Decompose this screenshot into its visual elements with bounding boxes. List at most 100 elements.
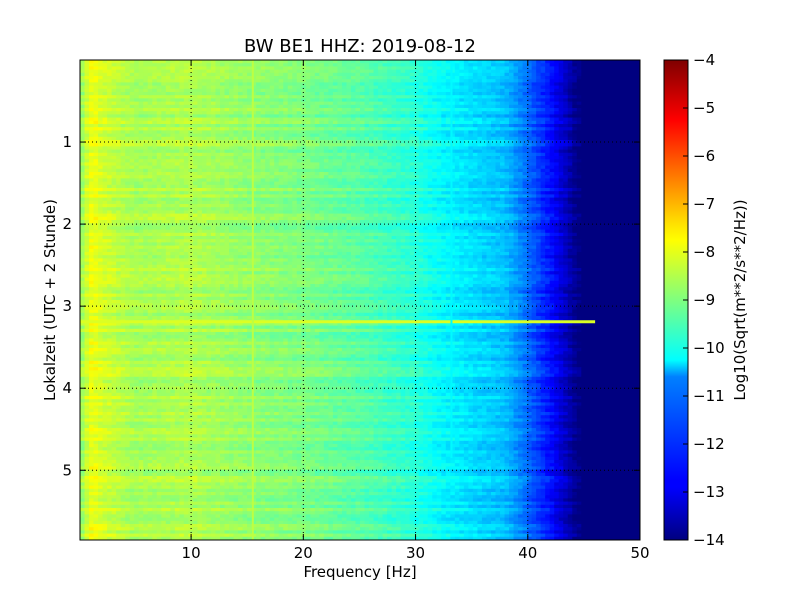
heatmap-cell xyxy=(427,85,433,90)
heatmap-cell xyxy=(328,98,334,103)
heatmap-cell xyxy=(215,117,221,122)
heatmap-cell xyxy=(256,114,262,119)
heatmap-cell xyxy=(391,95,397,99)
heatmap-cell xyxy=(102,117,108,122)
heatmap-cell xyxy=(599,69,605,74)
heatmap-cell xyxy=(319,108,325,112)
heatmap-cell xyxy=(621,63,628,67)
heatmap-cell xyxy=(500,92,506,96)
heatmap-cell xyxy=(490,111,497,115)
heatmap-cell xyxy=(468,117,474,122)
heatmap-cell xyxy=(558,111,564,115)
heatmap-cell xyxy=(278,114,284,119)
heatmap-cell xyxy=(445,69,451,74)
heatmap-cell xyxy=(558,117,564,122)
heatmap-cell xyxy=(518,76,524,80)
heatmap-cell xyxy=(201,60,208,64)
heatmap-cell xyxy=(201,88,208,93)
heatmap-cell xyxy=(89,101,95,106)
heatmap-cell xyxy=(328,117,334,122)
heatmap-cell xyxy=(337,117,343,122)
heatmap-cell xyxy=(350,82,357,87)
heatmap-cell xyxy=(459,79,465,83)
heatmap-cell xyxy=(612,60,619,64)
heatmap-cell xyxy=(540,60,546,64)
heatmap-cell xyxy=(301,76,307,80)
heatmap-cell xyxy=(84,88,90,93)
heatmap-cell xyxy=(179,72,185,77)
heatmap-cell xyxy=(233,95,239,99)
heatmap-cell xyxy=(188,88,194,93)
heatmap-cell xyxy=(486,82,492,87)
heatmap-cell xyxy=(152,76,158,80)
heatmap-cell xyxy=(603,60,609,64)
heatmap-cell xyxy=(445,85,451,90)
heatmap-cell xyxy=(630,76,637,80)
heatmap-cell xyxy=(427,104,433,109)
heatmap-cell xyxy=(355,60,361,64)
heatmap-cell xyxy=(617,60,623,64)
heatmap-cell xyxy=(432,92,438,96)
heatmap-cell xyxy=(405,85,411,90)
heatmap-cell xyxy=(328,111,334,115)
heatmap-cell xyxy=(247,79,253,83)
heatmap-cell xyxy=(472,120,479,125)
heatmap-cell xyxy=(509,69,515,74)
heatmap-cell xyxy=(283,95,289,99)
heatmap-cell xyxy=(165,85,171,90)
heatmap-cell xyxy=(156,82,162,87)
heatmap-cell xyxy=(134,101,140,106)
heatmap-cell xyxy=(355,111,361,115)
heatmap-cell xyxy=(527,92,533,96)
heatmap-cell xyxy=(490,76,497,80)
heatmap-cell xyxy=(585,88,591,93)
heatmap-cell xyxy=(364,63,370,67)
heatmap-cell xyxy=(251,85,257,90)
heatmap-cell xyxy=(360,88,366,93)
heatmap-cell xyxy=(558,82,564,87)
heatmap-cell xyxy=(156,124,162,128)
heatmap-cell xyxy=(98,72,104,77)
heatmap-cell xyxy=(301,63,307,67)
heatmap-cell xyxy=(364,98,370,103)
heatmap-cell xyxy=(599,85,605,90)
heatmap-cell xyxy=(450,88,456,93)
heatmap-cell xyxy=(531,72,537,77)
heatmap-cell xyxy=(608,72,614,77)
heatmap-cell xyxy=(522,104,528,109)
heatmap-cell xyxy=(120,82,126,87)
heatmap-cell xyxy=(147,101,153,106)
heatmap-cell xyxy=(450,79,456,83)
heatmap-cell xyxy=(116,60,122,64)
heatmap-cell xyxy=(373,69,379,74)
heatmap-cell xyxy=(102,124,108,128)
heatmap-cell xyxy=(468,85,474,90)
heatmap-cell xyxy=(143,92,149,96)
heatmap-cell xyxy=(197,66,203,71)
heatmap-cell xyxy=(346,108,352,112)
heatmap-cell xyxy=(545,117,551,122)
heatmap-cell xyxy=(283,60,289,64)
heatmap-cell xyxy=(400,63,406,67)
heatmap-cell xyxy=(635,104,640,109)
heatmap-cell xyxy=(84,66,90,71)
heatmap-cell xyxy=(323,111,329,115)
heatmap-cell xyxy=(174,114,180,119)
heatmap-cell xyxy=(161,92,167,96)
heatmap-cell xyxy=(540,63,546,67)
heatmap-cell xyxy=(319,72,325,77)
heatmap-cell xyxy=(432,104,438,109)
heatmap-cell xyxy=(409,72,415,77)
heatmap-cell xyxy=(590,63,596,67)
heatmap-cell xyxy=(107,60,113,64)
heatmap-cell xyxy=(585,76,591,80)
heatmap-cell xyxy=(341,117,348,122)
heatmap-cell xyxy=(630,114,637,119)
heatmap-cell xyxy=(536,111,542,115)
heatmap-cell xyxy=(215,76,221,80)
heatmap-cell xyxy=(414,79,420,83)
heatmap-cell xyxy=(192,88,199,93)
heatmap-cell xyxy=(247,85,253,90)
heatmap-cell xyxy=(603,104,609,109)
heatmap-cell xyxy=(337,92,343,96)
